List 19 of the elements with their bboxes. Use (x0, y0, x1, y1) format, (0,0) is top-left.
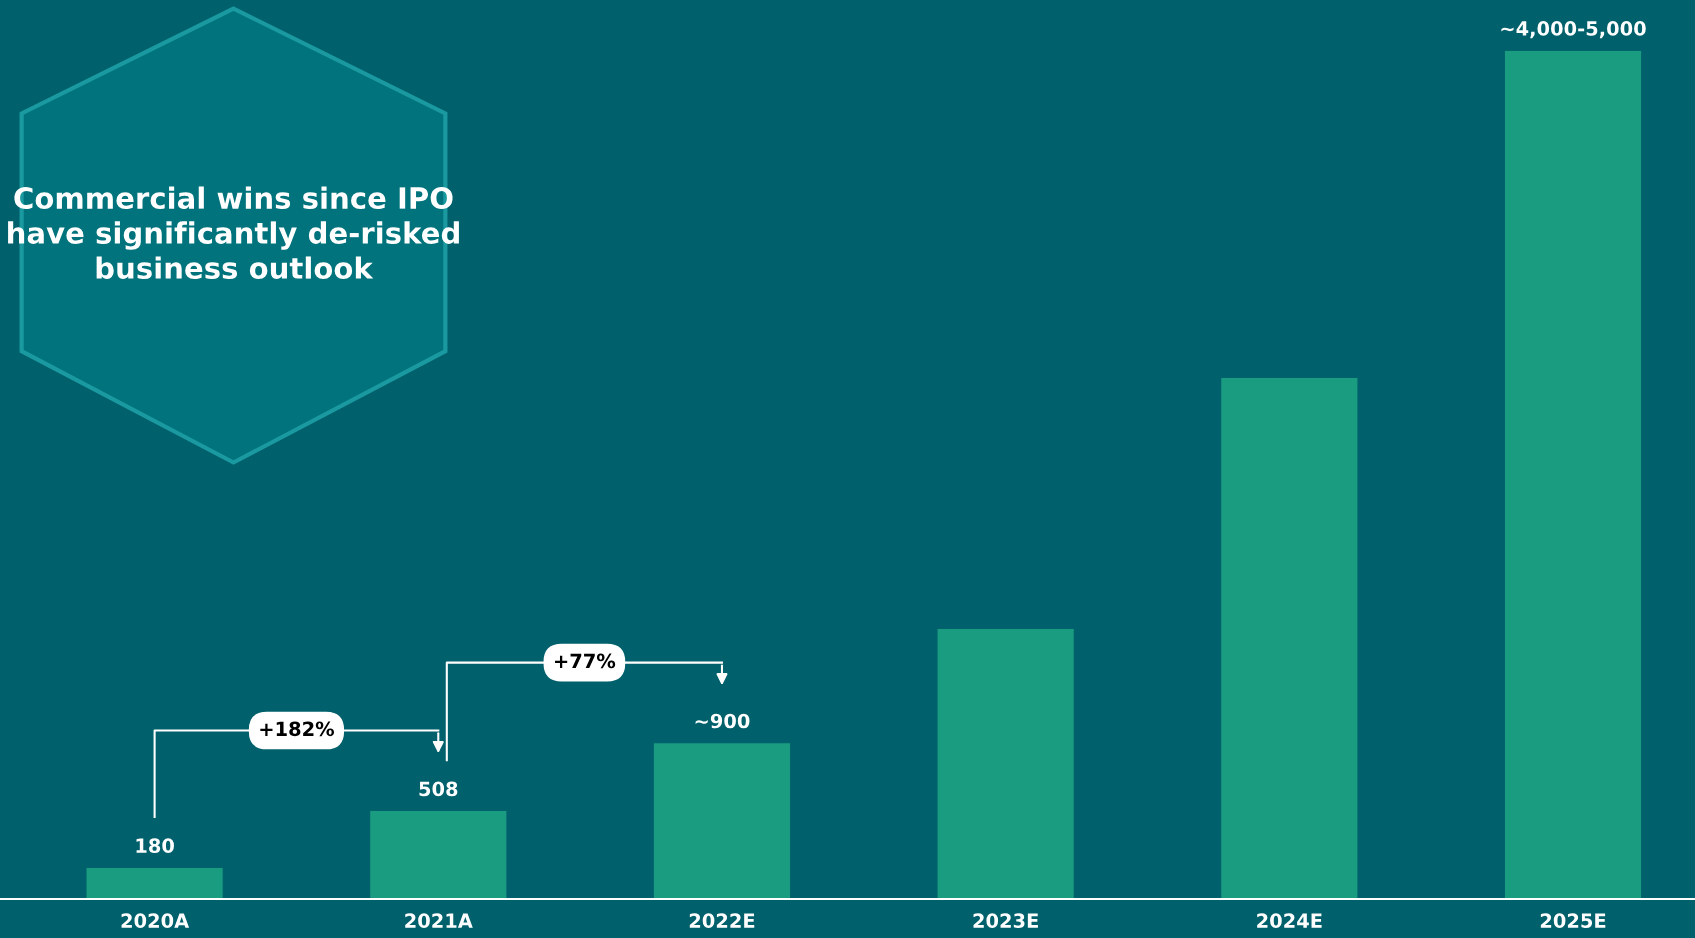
data-label: ~900 (695, 713, 750, 729)
data-label: 508 (419, 781, 458, 797)
x-tick-label: 2021A (405, 913, 473, 929)
bar (1221, 377, 1358, 900)
bar (370, 811, 507, 900)
bar (1504, 50, 1642, 900)
bar (653, 743, 791, 900)
data-label: ~4,000-5,000 (1501, 21, 1646, 39)
x-tick-label: 2023E (973, 913, 1038, 929)
x-tick-label: 2020A (121, 913, 190, 929)
annotation: +182% (260, 721, 335, 737)
x-tick-label: 2025E (1540, 913, 1606, 929)
data-label: 180 (136, 838, 174, 854)
x-tick-label: 2024E (1257, 913, 1322, 929)
x-tick-label: 2022E (689, 913, 755, 929)
annotation: +77% (555, 653, 616, 669)
text: Commercial wins since IPO have significantly de-risked business outlook (8, 186, 459, 280)
bar (86, 867, 223, 900)
bar (937, 628, 1074, 900)
